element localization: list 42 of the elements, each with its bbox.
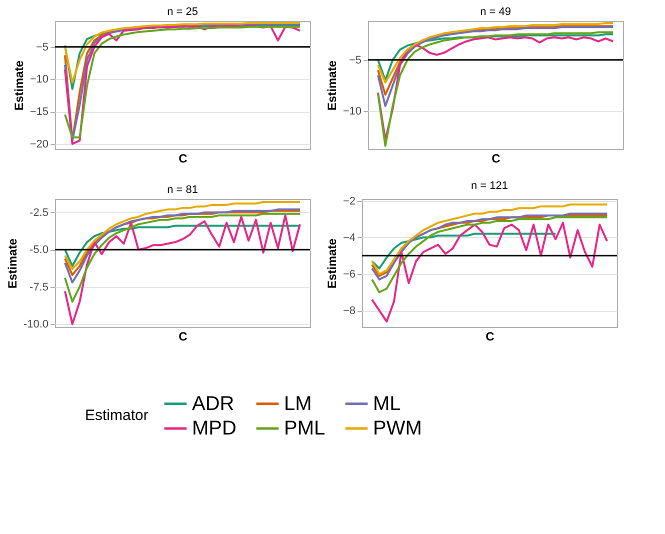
x-axis-title: C bbox=[178, 330, 188, 344]
line-series bbox=[64, 212, 301, 303]
y-axis-title: Estimate bbox=[5, 238, 20, 289]
y-tick-label: -5.0 bbox=[30, 244, 48, 256]
line-series bbox=[371, 203, 608, 275]
x-axis-title: C bbox=[486, 330, 495, 344]
chart-title: n = 121 bbox=[470, 180, 508, 192]
line-series bbox=[377, 22, 614, 84]
y-tick-label: -7.5 bbox=[30, 281, 48, 294]
legend-label: PML bbox=[284, 418, 326, 440]
x-axis-title: C bbox=[492, 152, 501, 166]
chart-title: n = 25 bbox=[167, 6, 198, 18]
y-tick-label: −5 bbox=[36, 41, 48, 54]
y-tick-label: −20 bbox=[30, 138, 48, 150]
legend-label: ML bbox=[373, 392, 401, 415]
x-axis-title: C bbox=[178, 152, 188, 166]
y-axis-title: Estimate bbox=[324, 60, 339, 111]
line-series bbox=[64, 224, 301, 267]
legend-title: Estimator bbox=[85, 407, 148, 424]
y-axis-title: Estimate bbox=[12, 60, 26, 111]
y-tick-label: −10 bbox=[342, 106, 362, 118]
y-tick-label: −2 bbox=[342, 195, 356, 208]
y-tick-label: -10.0 bbox=[23, 318, 48, 331]
y-axis-title: Estimate bbox=[324, 238, 339, 289]
line-series bbox=[371, 216, 608, 294]
line-series bbox=[64, 214, 301, 326]
y-tick-label: −15 bbox=[30, 106, 48, 118]
y-tick-label: −4 bbox=[342, 232, 356, 244]
y-tick-label: −8 bbox=[342, 305, 356, 318]
legend-label: MPD bbox=[192, 418, 236, 440]
chart-title: n = 49 bbox=[480, 6, 511, 18]
y-tick-label: −6 bbox=[342, 268, 356, 280]
legend-label: ADR bbox=[192, 392, 234, 415]
line-series bbox=[371, 222, 608, 323]
y-tick-label: −5 bbox=[348, 54, 362, 66]
legend-label: LM bbox=[284, 392, 312, 415]
y-tick-label: −10 bbox=[30, 74, 48, 86]
y-tick-label: -2.5 bbox=[30, 206, 48, 219]
line-series bbox=[64, 200, 301, 270]
legend-label: PWM bbox=[373, 418, 422, 440]
line-series bbox=[371, 232, 557, 270]
chart-title: n = 81 bbox=[167, 184, 198, 196]
